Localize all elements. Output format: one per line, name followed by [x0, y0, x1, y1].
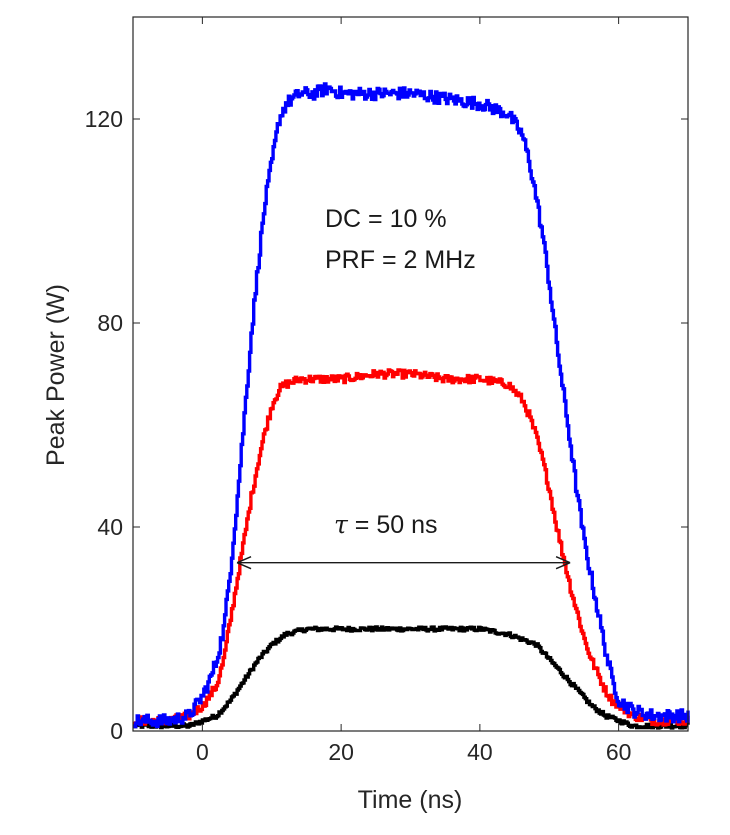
y-tick-label: 0 [110, 718, 123, 744]
x-tick-label: 0 [196, 739, 209, 765]
axis-ticks: 0 20 40 60 0 40 80 120 [85, 17, 688, 765]
pulse-width-arrow [236, 556, 571, 570]
x-tick-label: 20 [328, 739, 354, 765]
arrow-head-left [236, 556, 252, 570]
x-axis-label: Time (ns) [358, 786, 463, 814]
y-tick-label: 40 [97, 514, 123, 540]
series-line-black [132, 625, 690, 730]
series-line-blue [132, 82, 690, 729]
x-tick-label: 60 [606, 739, 632, 765]
pulse-width-value: = 50 ns [348, 511, 438, 539]
y-tick-label: 120 [85, 106, 123, 132]
plot-area [132, 82, 690, 730]
plot-frame [132, 16, 689, 732]
tau-symbol: τ [334, 510, 349, 539]
pulse-width-annotation: τ = 50 ns [334, 510, 438, 539]
series-line-red [132, 368, 690, 727]
arrow-head-right [555, 556, 571, 570]
x-tick-label: 40 [467, 739, 493, 765]
y-tick-label: 80 [97, 310, 123, 336]
duty-cycle-annotation: DC = 10 % [325, 205, 447, 233]
prf-annotation: PRF = 2 MHz [325, 246, 476, 274]
y-axis-label: Peak Power (W) [42, 284, 70, 466]
